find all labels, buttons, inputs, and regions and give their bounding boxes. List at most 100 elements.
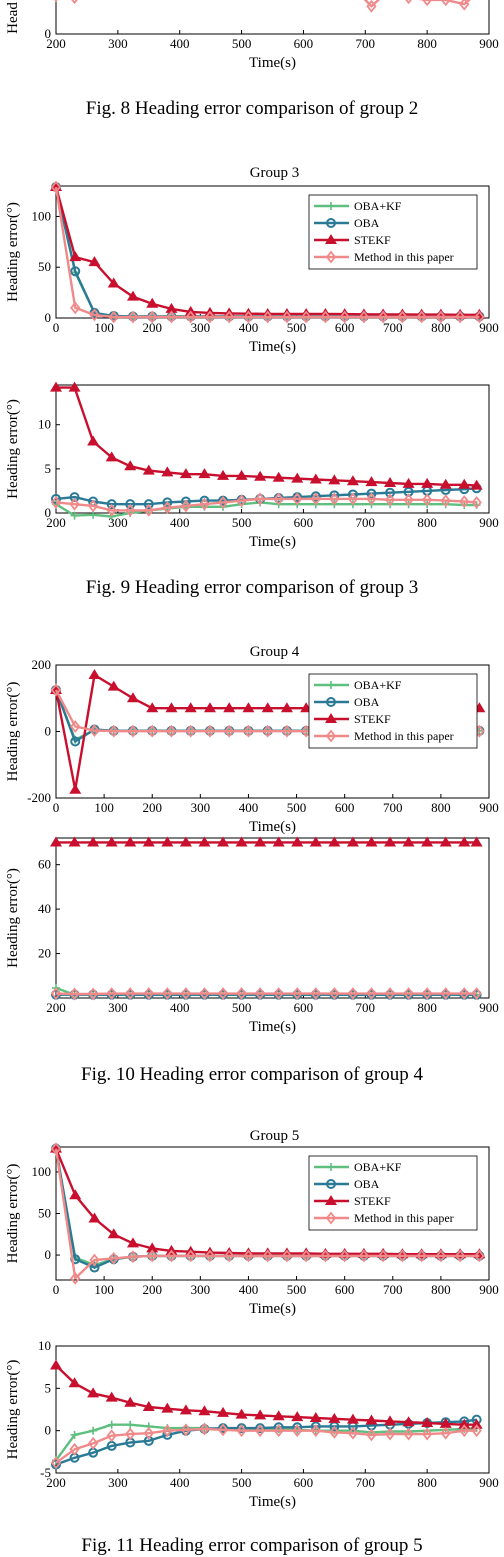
- series-method-in-this-paper-line: [56, 0, 477, 6]
- series-method-in-this-paper-point: [52, 0, 60, 1]
- x-tick-label: 100: [94, 320, 114, 335]
- x-tick-label: 500: [232, 36, 252, 51]
- x-tick-label: 500: [232, 515, 252, 530]
- x-tick-label: 600: [294, 515, 314, 530]
- plot-frame: [56, 1346, 489, 1473]
- x-tick-label: 700: [383, 320, 403, 335]
- series-method-in-this-paper-point: [71, 0, 79, 3]
- y-tick-label: 5: [45, 1380, 52, 1395]
- legend-stekf-label: STEKF: [354, 233, 391, 247]
- series-stekf-point: [127, 692, 139, 702]
- y-axis-label: Heading error(°): [5, 1360, 21, 1460]
- y-tick-label: 10: [38, 1338, 51, 1353]
- x-tick-label: 900: [479, 1282, 499, 1297]
- y-tick-label: 0: [45, 724, 52, 739]
- y-tick-label: 10: [38, 417, 51, 432]
- series-group: [50, 836, 483, 999]
- x-tick-label: 700: [383, 1282, 403, 1297]
- x-axis-label: Time(s): [249, 55, 296, 71]
- y-axis-label: Heading error(°): [5, 682, 21, 782]
- y-tick-label: 0: [45, 505, 52, 520]
- x-tick-label: 500: [287, 1282, 307, 1297]
- series-stekf-line: [56, 1366, 477, 1425]
- series-oba-line: [56, 1420, 477, 1465]
- y-tick-label: 50: [38, 1206, 51, 1221]
- plot-frame: [56, 0, 489, 34]
- legend-oba-kf-label: OBA+KF: [354, 1160, 402, 1174]
- series-stekf-point: [69, 784, 81, 794]
- x-tick-label: 400: [239, 1282, 259, 1297]
- x-tick-label: 600: [294, 1000, 314, 1015]
- legend-oba-label: OBA: [354, 695, 380, 709]
- x-tick-label: 300: [191, 800, 211, 815]
- x-tick-label: 300: [108, 36, 128, 51]
- x-tick-label: 600: [294, 1475, 314, 1490]
- series-oba-kf-point: [89, 1427, 97, 1435]
- chart-title: Group 3: [250, 165, 300, 181]
- x-tick-label: 900: [479, 320, 499, 335]
- y-tick-label: -5: [40, 1465, 51, 1480]
- legend: OBA+KF OBA STEKF Method in this paper: [309, 195, 477, 269]
- x-axis-label: Time(s): [249, 819, 296, 835]
- y-tick-label: 200: [32, 657, 52, 672]
- x-tick-label: 900: [479, 1000, 499, 1015]
- x-tick-label: 0: [53, 800, 60, 815]
- legend-oba-kf-label: OBA+KF: [354, 199, 402, 213]
- y-tick-label: -200: [27, 790, 51, 805]
- series-stekf-point: [127, 291, 139, 301]
- y-axis-label: Heading error(°): [5, 1164, 21, 1264]
- x-tick-label: 800: [417, 1475, 437, 1490]
- x-tick-label: 700: [356, 515, 376, 530]
- x-tick-label: 800: [431, 800, 451, 815]
- x-tick-label: 400: [170, 36, 190, 51]
- x-axis-label: Time(s): [249, 534, 296, 550]
- legend-oba-label: OBA: [354, 216, 380, 230]
- y-tick-label: 0: [45, 1247, 52, 1262]
- y-tick-label: 0: [45, 26, 52, 41]
- x-tick-label: 200: [46, 1000, 66, 1015]
- series-method-in-this-paper-point: [405, 0, 413, 3]
- chart-title: Group 5: [250, 1128, 300, 1144]
- x-tick-label: 800: [431, 1282, 451, 1297]
- x-tick-label: 300: [191, 320, 211, 335]
- x-tick-label: 800: [417, 1000, 437, 1015]
- chart-title: Group 4: [250, 644, 300, 660]
- legend-stekf-label: STEKF: [354, 712, 391, 726]
- caption-fig10: Fig. 10 Heading error comparison of grou…: [0, 1064, 504, 1086]
- x-tick-label: 100: [94, 1282, 114, 1297]
- y-tick-label: 50: [38, 259, 51, 274]
- series-group: [50, 1359, 483, 1468]
- x-tick-label: 400: [170, 1000, 190, 1015]
- series-stekf-line: [56, 388, 477, 486]
- x-tick-label: 900: [479, 36, 499, 51]
- x-tick-label: 300: [191, 1282, 211, 1297]
- series-stekf-point: [108, 681, 120, 691]
- x-axis-label: Time(s): [249, 339, 296, 355]
- x-tick-label: 200: [142, 1282, 162, 1297]
- series-stekf-point: [50, 1359, 62, 1369]
- y-axis-label: Heading error(°): [5, 399, 21, 499]
- x-tick-label: 200: [142, 800, 162, 815]
- series-stekf-point: [69, 1189, 81, 1199]
- plot-frame: [56, 838, 489, 998]
- x-tick-label: 300: [108, 1475, 128, 1490]
- legend-oba-label: OBA: [354, 1177, 380, 1191]
- legend-method-in-this-paper-label: Method in this paper: [354, 250, 454, 264]
- y-axis-label: Head: [5, 2, 21, 34]
- x-tick-label: 900: [479, 1475, 499, 1490]
- x-tick-label: 600: [335, 800, 355, 815]
- caption-fig8: Fig. 8 Heading error comparison of group…: [0, 98, 504, 120]
- x-tick-label: 600: [294, 36, 314, 51]
- x-tick-label: 700: [356, 1475, 376, 1490]
- x-tick-label: 800: [417, 36, 437, 51]
- y-tick-label: 60: [38, 857, 51, 872]
- y-axis-label: Heading error(°): [5, 868, 21, 968]
- series-group: [52, 0, 481, 11]
